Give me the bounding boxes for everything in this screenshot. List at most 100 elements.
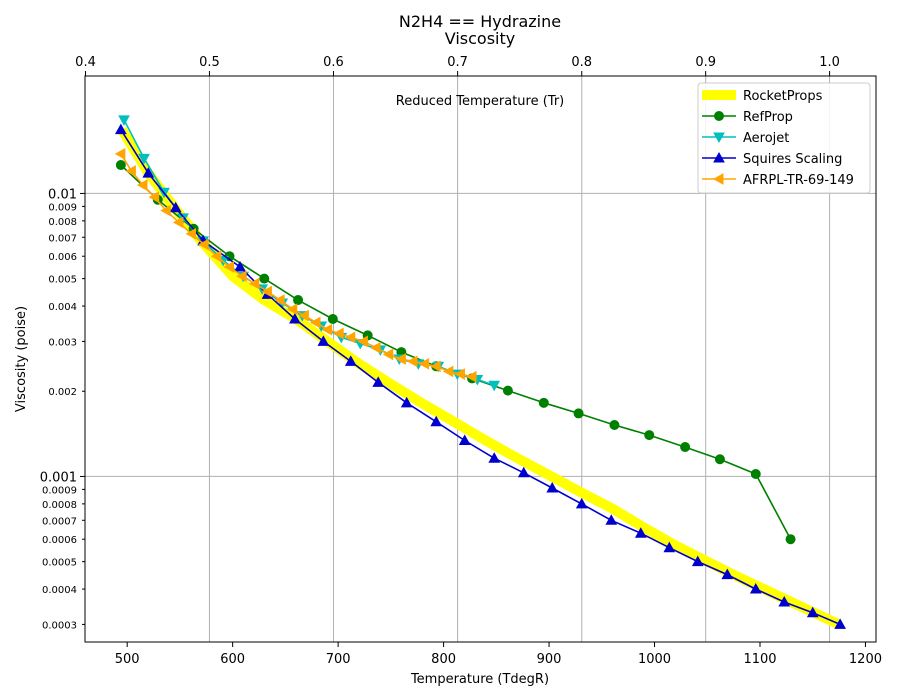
data-point xyxy=(321,323,333,336)
data-point xyxy=(118,115,130,126)
data-point xyxy=(418,357,430,370)
data-point xyxy=(834,618,846,629)
data-point xyxy=(502,385,513,396)
data-point xyxy=(125,165,136,177)
data-point xyxy=(430,360,441,373)
data-point xyxy=(234,260,246,272)
data-point xyxy=(309,316,321,329)
legend-label: AFRPL-TR-69-149 xyxy=(743,173,854,188)
y-minor-tick-label: 0.006 xyxy=(48,252,77,263)
y-minor-tick-label: 0.0007 xyxy=(42,516,77,527)
data-point xyxy=(138,153,150,165)
x-tick-label: 600 xyxy=(220,652,245,667)
data-point xyxy=(458,434,471,445)
series-line xyxy=(120,153,473,378)
y-minor-tick-label: 0.0009 xyxy=(42,485,77,496)
data-point xyxy=(609,419,620,430)
series-2 xyxy=(118,115,501,392)
y-minor-tick-label: 0.009 xyxy=(48,202,77,213)
data-point xyxy=(644,430,655,441)
top-tick-label: 0.8 xyxy=(571,55,592,70)
top-tick-label: 0.9 xyxy=(695,55,716,70)
data-point xyxy=(286,303,298,316)
legend-label: RocketProps xyxy=(743,89,823,104)
y-axis-label: Viscosity (poise) xyxy=(14,306,29,412)
data-point xyxy=(298,309,309,322)
data-point xyxy=(160,204,171,217)
data-point xyxy=(750,469,761,480)
data-point xyxy=(136,179,148,191)
data-point xyxy=(749,583,762,594)
y-tick-label: 0.01 xyxy=(48,187,77,202)
series-line xyxy=(120,129,841,626)
y-minor-tick-label: 0.0005 xyxy=(42,558,77,569)
data-point xyxy=(169,201,182,213)
series-4 xyxy=(114,148,477,383)
x-tick-label: 1200 xyxy=(849,652,882,667)
y-minor-tick-label: 0.002 xyxy=(48,387,77,398)
data-point xyxy=(148,191,160,204)
x-tick-label: 700 xyxy=(326,652,351,667)
data-point xyxy=(395,353,406,365)
y-tick-label: 0.001 xyxy=(40,470,77,485)
chart-subtitle: Viscosity xyxy=(445,29,515,48)
legend-marker xyxy=(713,151,725,163)
x-tick-label: 1000 xyxy=(638,652,671,667)
top-tick-label: 1.0 xyxy=(819,55,840,70)
x-axis-label: Temperature (TdegR) xyxy=(410,672,549,687)
series-line xyxy=(120,164,792,540)
data-point xyxy=(721,568,734,580)
series-1 xyxy=(115,160,796,545)
data-point xyxy=(778,595,791,607)
series-0 xyxy=(117,127,842,629)
series-layer xyxy=(114,115,846,629)
data-point xyxy=(488,452,501,463)
plot-area-frame xyxy=(84,75,877,643)
data-point xyxy=(575,497,588,509)
series-line xyxy=(117,127,842,629)
data-point xyxy=(317,335,330,346)
data-point xyxy=(442,365,454,378)
data-point xyxy=(210,250,222,263)
data-point xyxy=(680,442,691,453)
legend-marker xyxy=(714,111,724,121)
legend: RocketProps RefProp Aerojet Squires Scaling… xyxy=(697,82,871,194)
data-point xyxy=(372,376,385,387)
x-tick-label: 500 xyxy=(115,652,140,667)
data-point xyxy=(400,396,413,408)
data-point xyxy=(142,167,155,178)
legend-label: Squires Scaling xyxy=(743,152,842,167)
data-point xyxy=(172,216,184,229)
data-point xyxy=(546,481,559,493)
data-point xyxy=(344,331,356,344)
data-point xyxy=(634,527,647,538)
data-point xyxy=(406,355,418,368)
data-point xyxy=(344,355,357,366)
y-minor-tick-label: 0.008 xyxy=(48,217,77,228)
data-point xyxy=(488,380,501,392)
top-tick-label: 0.7 xyxy=(447,55,468,70)
top-tick-label: 0.5 xyxy=(199,55,220,70)
y-minor-tick-label: 0.0004 xyxy=(42,585,77,596)
data-point xyxy=(114,148,126,160)
data-point xyxy=(605,514,618,525)
data-point xyxy=(333,327,344,340)
data-point xyxy=(663,541,676,553)
series-line xyxy=(123,119,495,386)
data-point xyxy=(466,370,477,383)
data-point xyxy=(274,294,285,306)
data-point xyxy=(538,397,549,408)
y-minor-tick-label: 0.0006 xyxy=(42,535,77,546)
data-point xyxy=(293,295,304,306)
data-point xyxy=(806,606,819,618)
x-tick-label: 1100 xyxy=(743,652,776,667)
data-point xyxy=(691,555,704,567)
y-minor-tick-label: 0.004 xyxy=(48,302,77,313)
top-axis-label: Reduced Temperature (Tr) xyxy=(396,94,564,109)
data-point xyxy=(430,415,443,427)
y-minor-tick-label: 0.007 xyxy=(48,233,77,244)
data-point xyxy=(370,341,381,354)
data-point xyxy=(248,277,260,290)
y-minor-tick-label: 0.005 xyxy=(48,275,77,286)
